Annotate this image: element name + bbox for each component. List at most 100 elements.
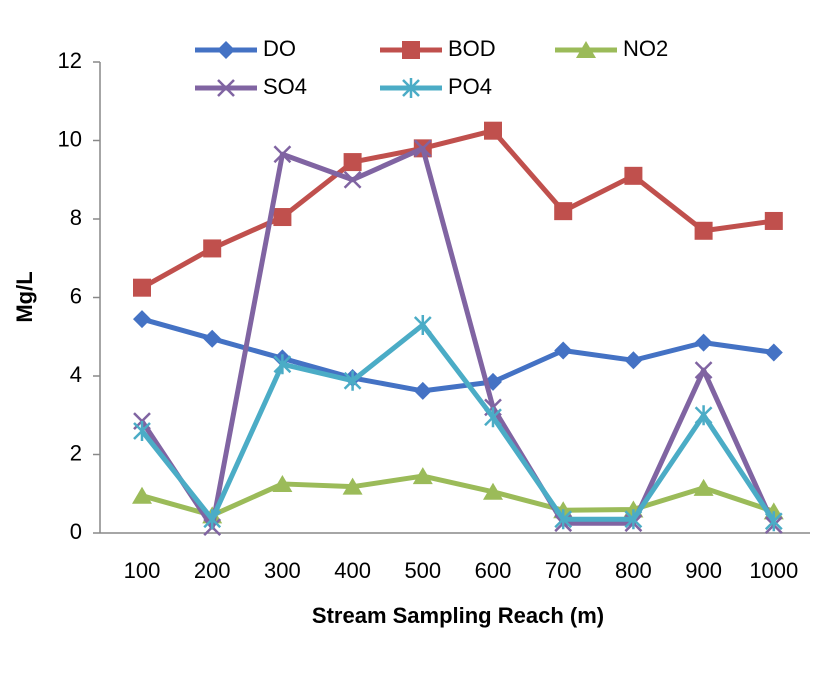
marker (694, 333, 713, 352)
marker-shape (203, 239, 222, 258)
series-line (141, 316, 775, 394)
marker (484, 407, 502, 428)
marker (764, 343, 783, 362)
marker-shape (273, 208, 292, 227)
marker-shape (624, 351, 643, 370)
marker (133, 310, 151, 329)
marker-shape (693, 478, 714, 496)
legend-label: DO (263, 36, 296, 61)
marker (764, 511, 783, 532)
marker-shape (554, 509, 573, 530)
marker-shape (343, 170, 362, 189)
marker-shape (343, 153, 362, 172)
marker (554, 202, 573, 221)
x-tick-label: 700 (545, 558, 582, 583)
legend-label: NO2 (623, 36, 668, 61)
marker (554, 509, 573, 530)
marker (342, 477, 363, 495)
marker-shape (554, 202, 573, 221)
marker (694, 405, 713, 426)
marker (693, 478, 714, 496)
marker (343, 170, 362, 189)
marker-shape (694, 361, 713, 379)
marker-shape (624, 166, 643, 185)
marker (624, 509, 643, 530)
marker-shape (694, 333, 713, 352)
y-axis-title: Mg/L (12, 271, 37, 322)
x-tick-label: 600 (475, 558, 512, 583)
y-tick-label: 0 (70, 519, 82, 544)
marker (343, 153, 362, 172)
marker (203, 329, 222, 348)
marker (413, 139, 432, 158)
marker (694, 221, 713, 240)
series-line (141, 473, 775, 518)
x-tick-label: 1000 (749, 558, 798, 583)
marker-shape (343, 370, 362, 391)
marker-shape (554, 341, 573, 360)
marker (576, 41, 596, 58)
marker (273, 208, 292, 227)
legend-label: BOD (448, 36, 496, 61)
marker-shape (484, 407, 502, 428)
marker (217, 41, 235, 59)
marker (203, 509, 222, 530)
legend-label: SO4 (263, 74, 307, 99)
y-tick-label: 4 (70, 362, 82, 387)
marker-shape (764, 343, 783, 362)
marker-shape (133, 278, 151, 297)
marker-shape (576, 41, 596, 58)
y-tick-label: 12 (58, 48, 82, 73)
marker-shape (624, 509, 643, 530)
x-tick-label: 800 (615, 558, 652, 583)
marker-shape (133, 310, 151, 329)
marker-shape (483, 482, 503, 500)
marker (133, 420, 151, 441)
series-line (140, 128, 775, 290)
marker (217, 79, 235, 97)
marker (483, 482, 503, 500)
marker-shape (342, 477, 363, 495)
marker (132, 486, 152, 504)
x-axis-title: Stream Sampling Reach (m) (312, 603, 604, 628)
x-tick-label: 400 (334, 558, 371, 583)
marker (412, 467, 433, 485)
marker-shape (413, 314, 432, 335)
marker-shape (402, 78, 420, 98)
marker-shape (203, 509, 222, 530)
marker-shape (412, 467, 433, 485)
marker-shape (133, 420, 151, 441)
marker (402, 41, 420, 59)
marker (624, 166, 643, 185)
marker (624, 351, 643, 370)
marker-shape (217, 79, 235, 97)
marker (484, 121, 502, 140)
series-line (139, 145, 777, 530)
marker (273, 145, 292, 164)
y-tick-label: 6 (70, 283, 82, 308)
marker (764, 211, 783, 230)
legend-label: PO4 (448, 74, 492, 99)
y-tick-label: 8 (70, 205, 82, 230)
marker (694, 361, 713, 379)
marker-shape (273, 354, 292, 375)
x-tick-label: 900 (685, 558, 722, 583)
marker-shape (764, 511, 783, 532)
marker-shape (694, 405, 713, 426)
series-line (140, 322, 776, 523)
marker-shape (217, 41, 235, 59)
marker (402, 78, 420, 98)
marker (203, 239, 222, 258)
marker (273, 354, 292, 375)
marker-shape (694, 221, 713, 240)
marker-shape (272, 474, 293, 492)
marker (413, 381, 432, 400)
x-tick-label: 500 (404, 558, 441, 583)
marker-shape (764, 211, 783, 230)
x-tick-label: 300 (264, 558, 301, 583)
marker-shape (413, 381, 432, 400)
marker (343, 370, 362, 391)
marker (554, 341, 573, 360)
marker-shape (132, 486, 152, 504)
